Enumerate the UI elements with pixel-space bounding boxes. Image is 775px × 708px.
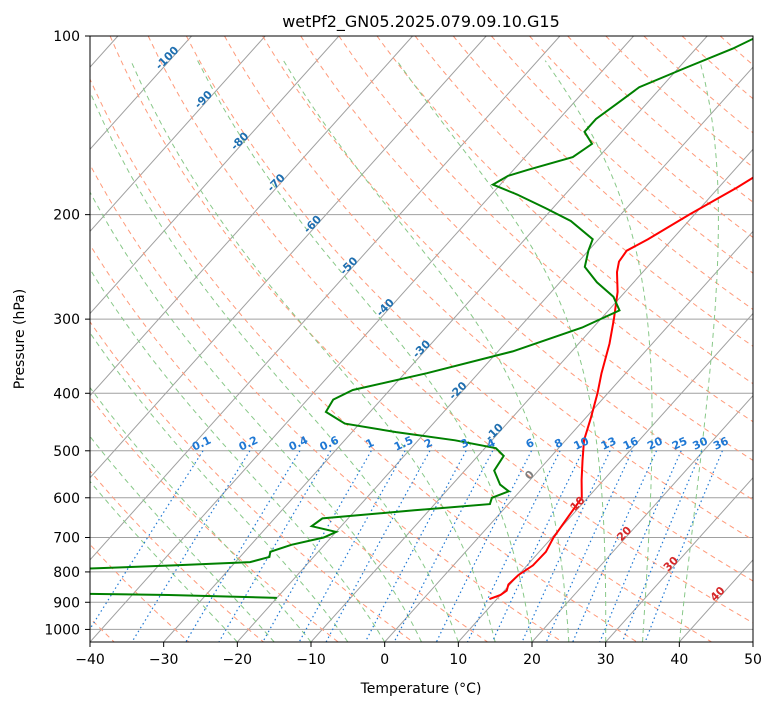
isotherm-line [531, 394, 753, 642]
isotherm-line [90, 36, 561, 561]
mixing-ratio-label: 30 [690, 434, 710, 452]
isotherm-line [90, 36, 340, 315]
x-tick-label: 20 [523, 652, 541, 668]
mixing-ratio-line [393, 450, 494, 642]
dry-adiabat-line [300, 36, 753, 461]
mixing-ratio-line [364, 450, 467, 642]
moist-adiabat-line [130, 60, 496, 642]
moist-adiabat-line [90, 331, 349, 642]
mixing-ratio-label: 13 [599, 434, 618, 452]
dry-adiabat-line [90, 163, 563, 642]
mixing-ratio-line [325, 450, 431, 642]
x-tick-label: 40 [670, 652, 688, 668]
x-tick-label: 10 [449, 652, 467, 668]
y-tick-label: 700 [53, 531, 80, 547]
x-tick-label: 50 [744, 652, 762, 668]
isotherm-line [163, 36, 708, 642]
isotherm-line [90, 36, 413, 397]
mixing-ratio-line [491, 450, 584, 642]
dewpoint-line [90, 37, 753, 599]
x-axis-label: Temperature (°C) [360, 681, 482, 697]
y-tick-label: 500 [53, 444, 80, 460]
y-tick-label: 300 [53, 312, 80, 328]
dry-adiabat-line [224, 36, 753, 541]
isotherm-line [384, 230, 753, 642]
isotherm-line [90, 36, 266, 233]
dry-adiabat-line [452, 36, 753, 311]
mixing-ratio-line [131, 450, 251, 642]
moist-adiabat-line [90, 268, 386, 642]
mixing-ratio-label: 25 [670, 434, 689, 452]
isotherm-line [605, 477, 753, 642]
moist-adiabat-line [544, 60, 653, 642]
chart-title: wetPf2_GN05.2025.079.09.10.G15 [282, 12, 560, 32]
plot-frame [89, 35, 754, 643]
dry-adiabat-line [567, 36, 753, 203]
mixing-ratio-label: 16 [621, 434, 641, 452]
mixing-ratio-label: 36 [711, 434, 731, 452]
y-tick-label: 900 [53, 595, 80, 611]
moist-adiabat-line [283, 60, 570, 642]
dry-adiabat-line [376, 36, 753, 385]
x-tick-label: −40 [75, 652, 105, 668]
dry-adiabat-line [338, 36, 753, 423]
x-tick-label: −20 [223, 652, 253, 668]
moist-adiabat-line [678, 60, 719, 642]
mixing-ratio-line [521, 450, 611, 642]
mixing-ratio-line [262, 450, 372, 642]
dry-adiabat-line [90, 396, 339, 642]
y-tick-label: 1000 [44, 622, 80, 638]
y-tick-label: 800 [53, 565, 80, 581]
isotherm-line [90, 36, 192, 151]
mixing-ratio-label: 20 [645, 434, 665, 452]
sounding-lines [90, 37, 753, 601]
y-axis-label: Pressure (hPa) [12, 289, 28, 389]
y-tick-label: 200 [53, 208, 80, 224]
dry-adiabat-line [90, 320, 414, 642]
x-tick-label: 30 [597, 652, 615, 668]
dry-adiabat-line [90, 243, 488, 642]
mixing-ratio-line [298, 450, 406, 642]
mixing-ratio-line [599, 450, 682, 642]
dry-adiabat-line [185, 36, 753, 582]
plot-area [90, 36, 753, 642]
x-tick-label: −10 [296, 652, 326, 668]
mixing-ratio-line [218, 450, 332, 642]
x-axis: −40 −30 −20 −10 0 10 20 30 40 50 [75, 642, 762, 668]
moist-adiabat-line [90, 90, 459, 642]
moist-adiabat-line [90, 435, 275, 642]
mixing-ratio-line [90, 450, 204, 631]
mixing-ratio-label: 10 [572, 434, 592, 452]
y-tick-label: 100 [53, 29, 80, 45]
mixing-ratio-line [621, 450, 703, 642]
temperature-line [489, 176, 753, 601]
x-tick-label: 0 [380, 652, 389, 668]
isotherm-line [457, 312, 753, 642]
moist-adiabat-line [90, 386, 312, 642]
x-tick-label: −30 [149, 652, 179, 668]
y-tick-label: 400 [53, 386, 80, 402]
mixing-ratio-line [572, 450, 658, 642]
dry-adiabat-line [90, 78, 638, 642]
y-tick-label: 600 [53, 491, 80, 507]
moist-adiabat-line [396, 60, 607, 642]
isotherm-line [236, 66, 753, 642]
moist-adiabat-line [90, 480, 238, 642]
mixing-ratio-line [185, 450, 301, 642]
y-axis: 100 200 300 400 500 600 700 800 900 1000 [44, 29, 90, 638]
dry-adiabat-line [262, 36, 753, 501]
moist-adiabat-line [90, 191, 422, 642]
mixing-ratio-line [644, 450, 723, 642]
isotherm-line [90, 36, 487, 479]
